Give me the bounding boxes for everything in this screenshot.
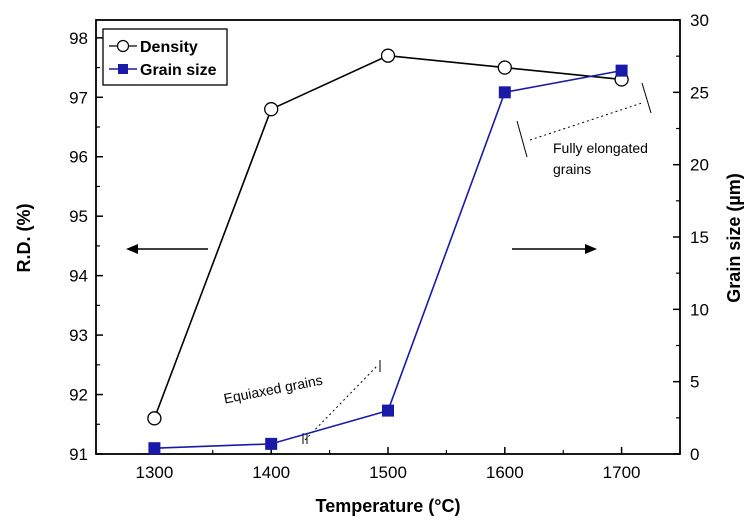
right-y-axis: 0 5 10 15 20 25 30 [673,11,709,464]
x-axis: 1300 1400 1500 1600 1700 [95,447,681,482]
right-axis-arrow [512,244,597,254]
annotation-elongated-line2: grains [553,161,591,177]
right-y-tick-label: 30 [690,11,709,30]
grain-size-point [498,86,511,99]
annotation-elongated-line1: Fully elongated [553,140,648,156]
legend: Density Grain size [102,28,228,86]
grain-size-point [148,442,161,455]
right-y-tick-label: 20 [690,156,709,175]
x-tick-label: 1300 [135,463,173,482]
x-tick-label: 1500 [369,463,407,482]
legend-density-marker [116,39,130,53]
left-y-tick-label: 93 [69,326,88,345]
legend-grain-size-label: Grain size [140,62,217,79]
left-y-axis-title: R.D. (%) [14,204,34,273]
legend-density-label: Density [140,39,198,56]
density-point [264,102,279,117]
annotation-equiaxed-text: Equiaxed grains [222,372,324,407]
density-line [153,54,622,419]
density-point [497,60,512,75]
left-y-tick-label: 96 [69,148,88,167]
grain-size-point [382,404,394,417]
left-y-tick-label: 95 [69,207,88,226]
grain-size-point [265,437,278,450]
left-y-tick-label: 91 [69,445,88,464]
left-y-tick-label: 92 [69,386,88,405]
right-y-tick-label: 15 [690,228,709,247]
left-y-tick-label: 97 [69,88,88,107]
series-layer [147,48,629,455]
right-y-tick-label: 25 [690,83,709,102]
x-axis-title: Temperature (°C) [316,496,461,516]
left-y-tick-label: 98 [69,29,88,48]
annotation-elongated: Fully elongated grains [516,82,652,177]
right-y-tick-label: 0 [690,445,699,464]
legend-grain-size-marker [118,64,128,74]
x-tick-label: 1400 [252,463,290,482]
x-tick-label: 1600 [486,463,524,482]
x-tick-label: 1700 [603,463,641,482]
grain-size-point [615,64,628,77]
right-y-tick-label: 10 [690,300,709,319]
right-y-tick-label: 5 [690,373,699,392]
right-y-axis-title: Grain size (µm) [724,173,744,302]
density-point [147,411,162,426]
left-y-axis: 91 92 93 94 95 96 97 98 [69,29,103,464]
annotation-equiaxed: Equiaxed grains [222,360,381,444]
density-point [380,48,396,63]
left-axis-arrow [126,244,208,254]
left-y-tick-label: 94 [69,267,88,286]
